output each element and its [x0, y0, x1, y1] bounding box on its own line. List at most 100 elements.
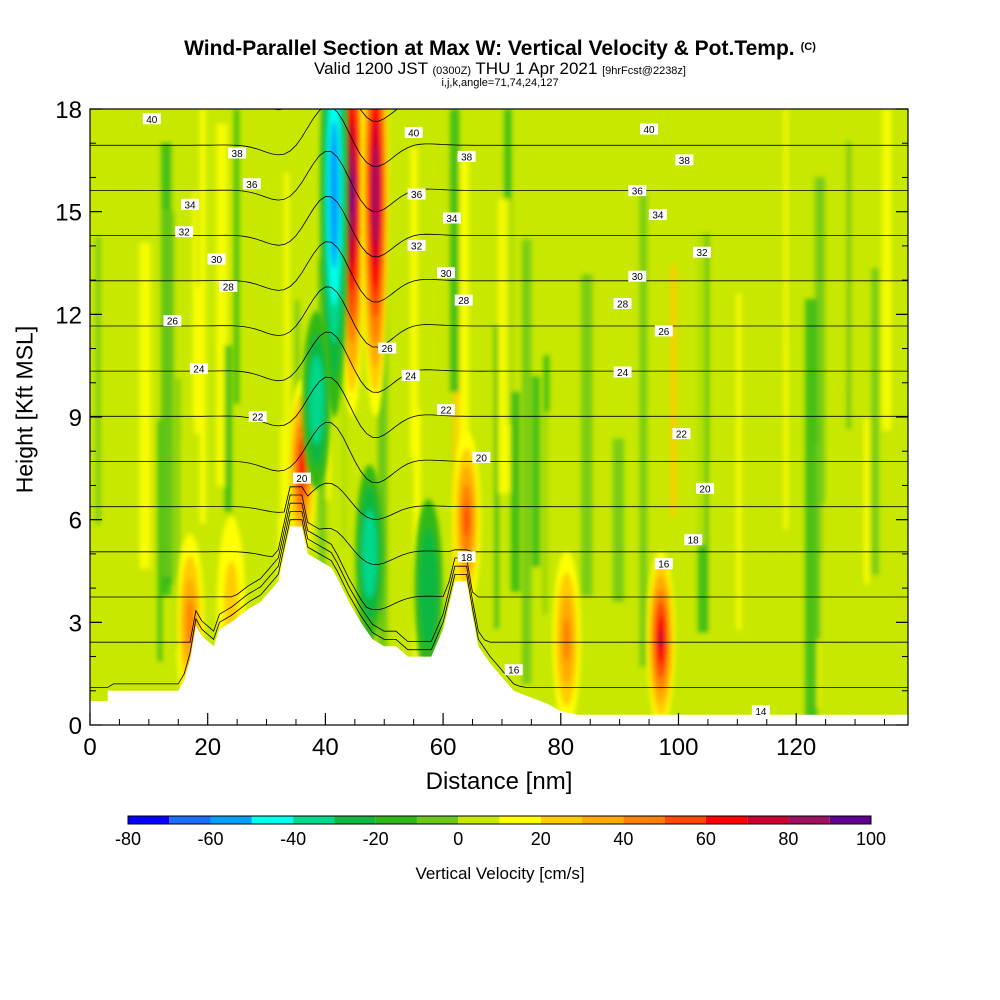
- contour-label: 32: [407, 239, 426, 252]
- contour-label-text: 38: [679, 156, 691, 167]
- contour-label-box: [628, 270, 647, 282]
- field-streak: [821, 503, 830, 696]
- colorbar-segment: [705, 816, 748, 824]
- field-streak: [805, 299, 818, 724]
- field-streak: [95, 236, 101, 525]
- field-streak: [179, 443, 190, 584]
- field-streak: [234, 109, 240, 404]
- contour-label-text: 20: [699, 484, 711, 495]
- contour-label-text: 14: [755, 707, 767, 718]
- core-band: [331, 157, 337, 232]
- contour-label-box: [181, 198, 200, 210]
- contour-label-box: [242, 178, 261, 190]
- colorbar-segment: [169, 816, 211, 824]
- field-streak: [378, 218, 388, 671]
- contour-label: 20: [472, 452, 491, 465]
- colorbar-frame: [127, 815, 872, 825]
- x-tick-label: 0: [83, 734, 96, 761]
- field-streak: [510, 392, 521, 592]
- contour-label-box: [248, 411, 267, 422]
- colorbar-label: Vertical Velocity [cm/s]: [415, 864, 585, 883]
- contour-label-text: 36: [246, 180, 258, 191]
- chart-title: Wind-Parallel Section at Max W: Vertical…: [184, 37, 816, 60]
- contour-label-box: [613, 298, 632, 310]
- colorbar-segment: [210, 816, 252, 824]
- contour-label-box: [672, 428, 691, 440]
- y-tick-label: 3: [69, 610, 82, 637]
- updraft-core: [552, 550, 581, 725]
- colorbar-segment: [499, 816, 541, 824]
- contour-label: 34: [181, 198, 200, 211]
- theta-contour: [90, 482, 908, 520]
- field-streak: [900, 109, 908, 427]
- x-tick-label: 120: [776, 734, 816, 761]
- contour-label-box: [407, 239, 426, 251]
- contour-label-text: 26: [382, 344, 394, 355]
- contour-label-box: [751, 705, 770, 717]
- core-band: [658, 626, 663, 653]
- field-streak: [697, 198, 705, 545]
- contour-label: 28: [454, 294, 473, 307]
- field-streak: [581, 274, 593, 596]
- field-streak: [459, 154, 469, 610]
- contour-label-text: 32: [179, 228, 191, 239]
- contour-label: 38: [457, 150, 476, 163]
- y-tick-label: 0: [69, 713, 82, 740]
- field-streak: [162, 210, 174, 577]
- colorbar-segment: [375, 816, 417, 824]
- contour-label: 30: [437, 267, 456, 280]
- contour-label: 22: [672, 428, 691, 441]
- contour-label: 16: [504, 664, 523, 677]
- contour-label-text: 20: [476, 454, 488, 465]
- field-streak: [343, 350, 351, 704]
- x-tick-label: 80: [547, 734, 574, 761]
- core-band: [313, 377, 321, 423]
- updraft-core: [646, 550, 675, 725]
- field-streak: [278, 109, 286, 422]
- x-tick-label: 20: [194, 734, 221, 761]
- contour-label: 34: [648, 209, 667, 222]
- contour-label-box: [189, 363, 208, 375]
- contour-label-box: [693, 246, 712, 258]
- colorbar-segment: [747, 816, 789, 824]
- contour-label-text: 22: [440, 406, 452, 417]
- contour-label-box: [613, 366, 632, 378]
- theta-contour: [90, 511, 908, 643]
- core-band: [373, 169, 377, 220]
- contour-label-box: [207, 253, 226, 265]
- field-streak: [775, 347, 782, 575]
- core-band: [350, 169, 354, 220]
- contour-label-box: [457, 551, 476, 563]
- contour-label: 26: [378, 342, 397, 355]
- contour-label-text: 36: [632, 187, 644, 198]
- downdraft-core: [320, 109, 349, 417]
- contour-label-text: 40: [644, 125, 656, 136]
- x-tick-label: 100: [658, 734, 698, 761]
- contour-label-box: [695, 482, 714, 494]
- core-band: [423, 558, 434, 618]
- field-streak: [498, 199, 510, 494]
- contour-label-text: 16: [508, 666, 520, 677]
- contour-label: 30: [207, 253, 226, 266]
- colorbar-tick-label: 40: [613, 829, 633, 849]
- x-tick-label: 40: [312, 734, 339, 761]
- field-streak: [107, 109, 113, 441]
- contour-label-text: 40: [146, 115, 158, 126]
- field-streak: [216, 123, 228, 487]
- contour-label-text: 28: [617, 300, 629, 311]
- theta-contour: [90, 241, 908, 303]
- contour-label-box: [175, 226, 194, 238]
- contour-label: 40: [404, 126, 423, 139]
- contour-label-text: 30: [211, 255, 223, 266]
- contour-label: 28: [613, 298, 632, 311]
- contour-label: 18: [684, 534, 703, 547]
- colorbar-tick-label: -20: [363, 829, 389, 849]
- field-streak: [816, 419, 822, 641]
- downdraft-core: [414, 499, 443, 678]
- contour-label-text: 34: [184, 200, 196, 211]
- contour-label-text: 32: [411, 241, 423, 252]
- contour-label-box: [437, 267, 456, 279]
- field-streak: [710, 464, 719, 679]
- downdraft-core: [302, 310, 331, 489]
